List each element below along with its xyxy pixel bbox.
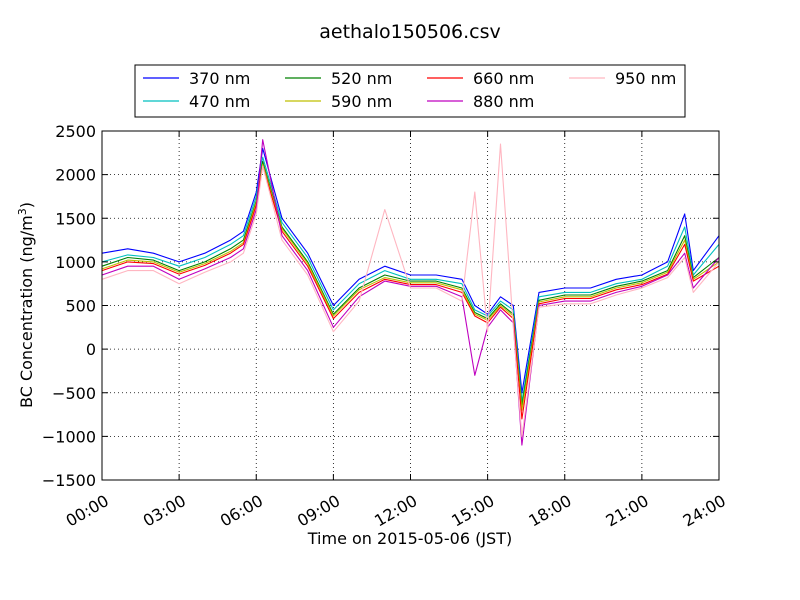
y-tick-label: 1500 [55,209,96,228]
x-tick-label: 18:00 [525,491,574,531]
legend: 370 nm 470 nm 520 nm 590 nm 660 nm 880 nm 950 … [134,64,686,118]
y-tick-label: 2000 [55,166,96,185]
x-tick-label: 24:00 [680,491,729,531]
x-tick-label: 03:00 [140,491,189,531]
legend-frame [134,64,686,118]
y-axis-label-end: ) [17,202,36,208]
series-line-880-nm [101,139,720,446]
y-axis-label-main: BC Concentration (ng/m [17,215,36,408]
y-tick-label: −500 [52,384,96,403]
legend-label: 470 nm [189,92,250,111]
y-tick-label: 1000 [55,253,96,272]
y-tick-label: 500 [65,297,96,316]
series-group [101,139,720,446]
series-line-660-nm [101,165,720,420]
legend-label: 370 nm [189,69,250,88]
x-tick-label: 09:00 [294,491,343,531]
y-axis-label: BC Concentration (ng/m3) [16,202,36,408]
legend-label: 950 nm [615,69,676,88]
series-line-950-nm [101,143,720,437]
y-axis: −1500 −1000 −500 0 500 1000 1500 2000 2500 [42,122,719,490]
y-tick-label: −1500 [42,471,96,490]
grid [102,131,719,480]
y-axis-label-sup: 3 [16,208,29,215]
legend-label: 590 nm [331,92,392,111]
chart-title: aethalo150506.csv [319,21,501,43]
x-tick-label: 00:00 [63,491,112,531]
y-tick-label: 2500 [55,122,96,141]
legend-label: 880 nm [473,92,534,111]
x-tick-label: 21:00 [602,491,651,531]
series-line-370-nm [101,147,720,394]
legend-label: 520 nm [331,69,392,88]
series-line-590-nm [101,163,720,411]
legend-label: 660 nm [473,69,534,88]
series-line-470-nm [101,156,720,403]
series-line-520-nm [101,160,720,407]
x-tick-label: 15:00 [448,491,497,531]
y-tick-label: 0 [86,340,96,359]
x-tick-label: 12:00 [371,491,420,531]
x-axis: 00:00 03:00 06:00 09:00 12:00 15:00 18:00 21:00… [63,131,729,531]
y-tick-label: −1000 [42,427,96,446]
x-tick-label: 06:00 [217,491,266,531]
x-axis-label: Time on 2015-05-06 (JST) [307,529,512,548]
